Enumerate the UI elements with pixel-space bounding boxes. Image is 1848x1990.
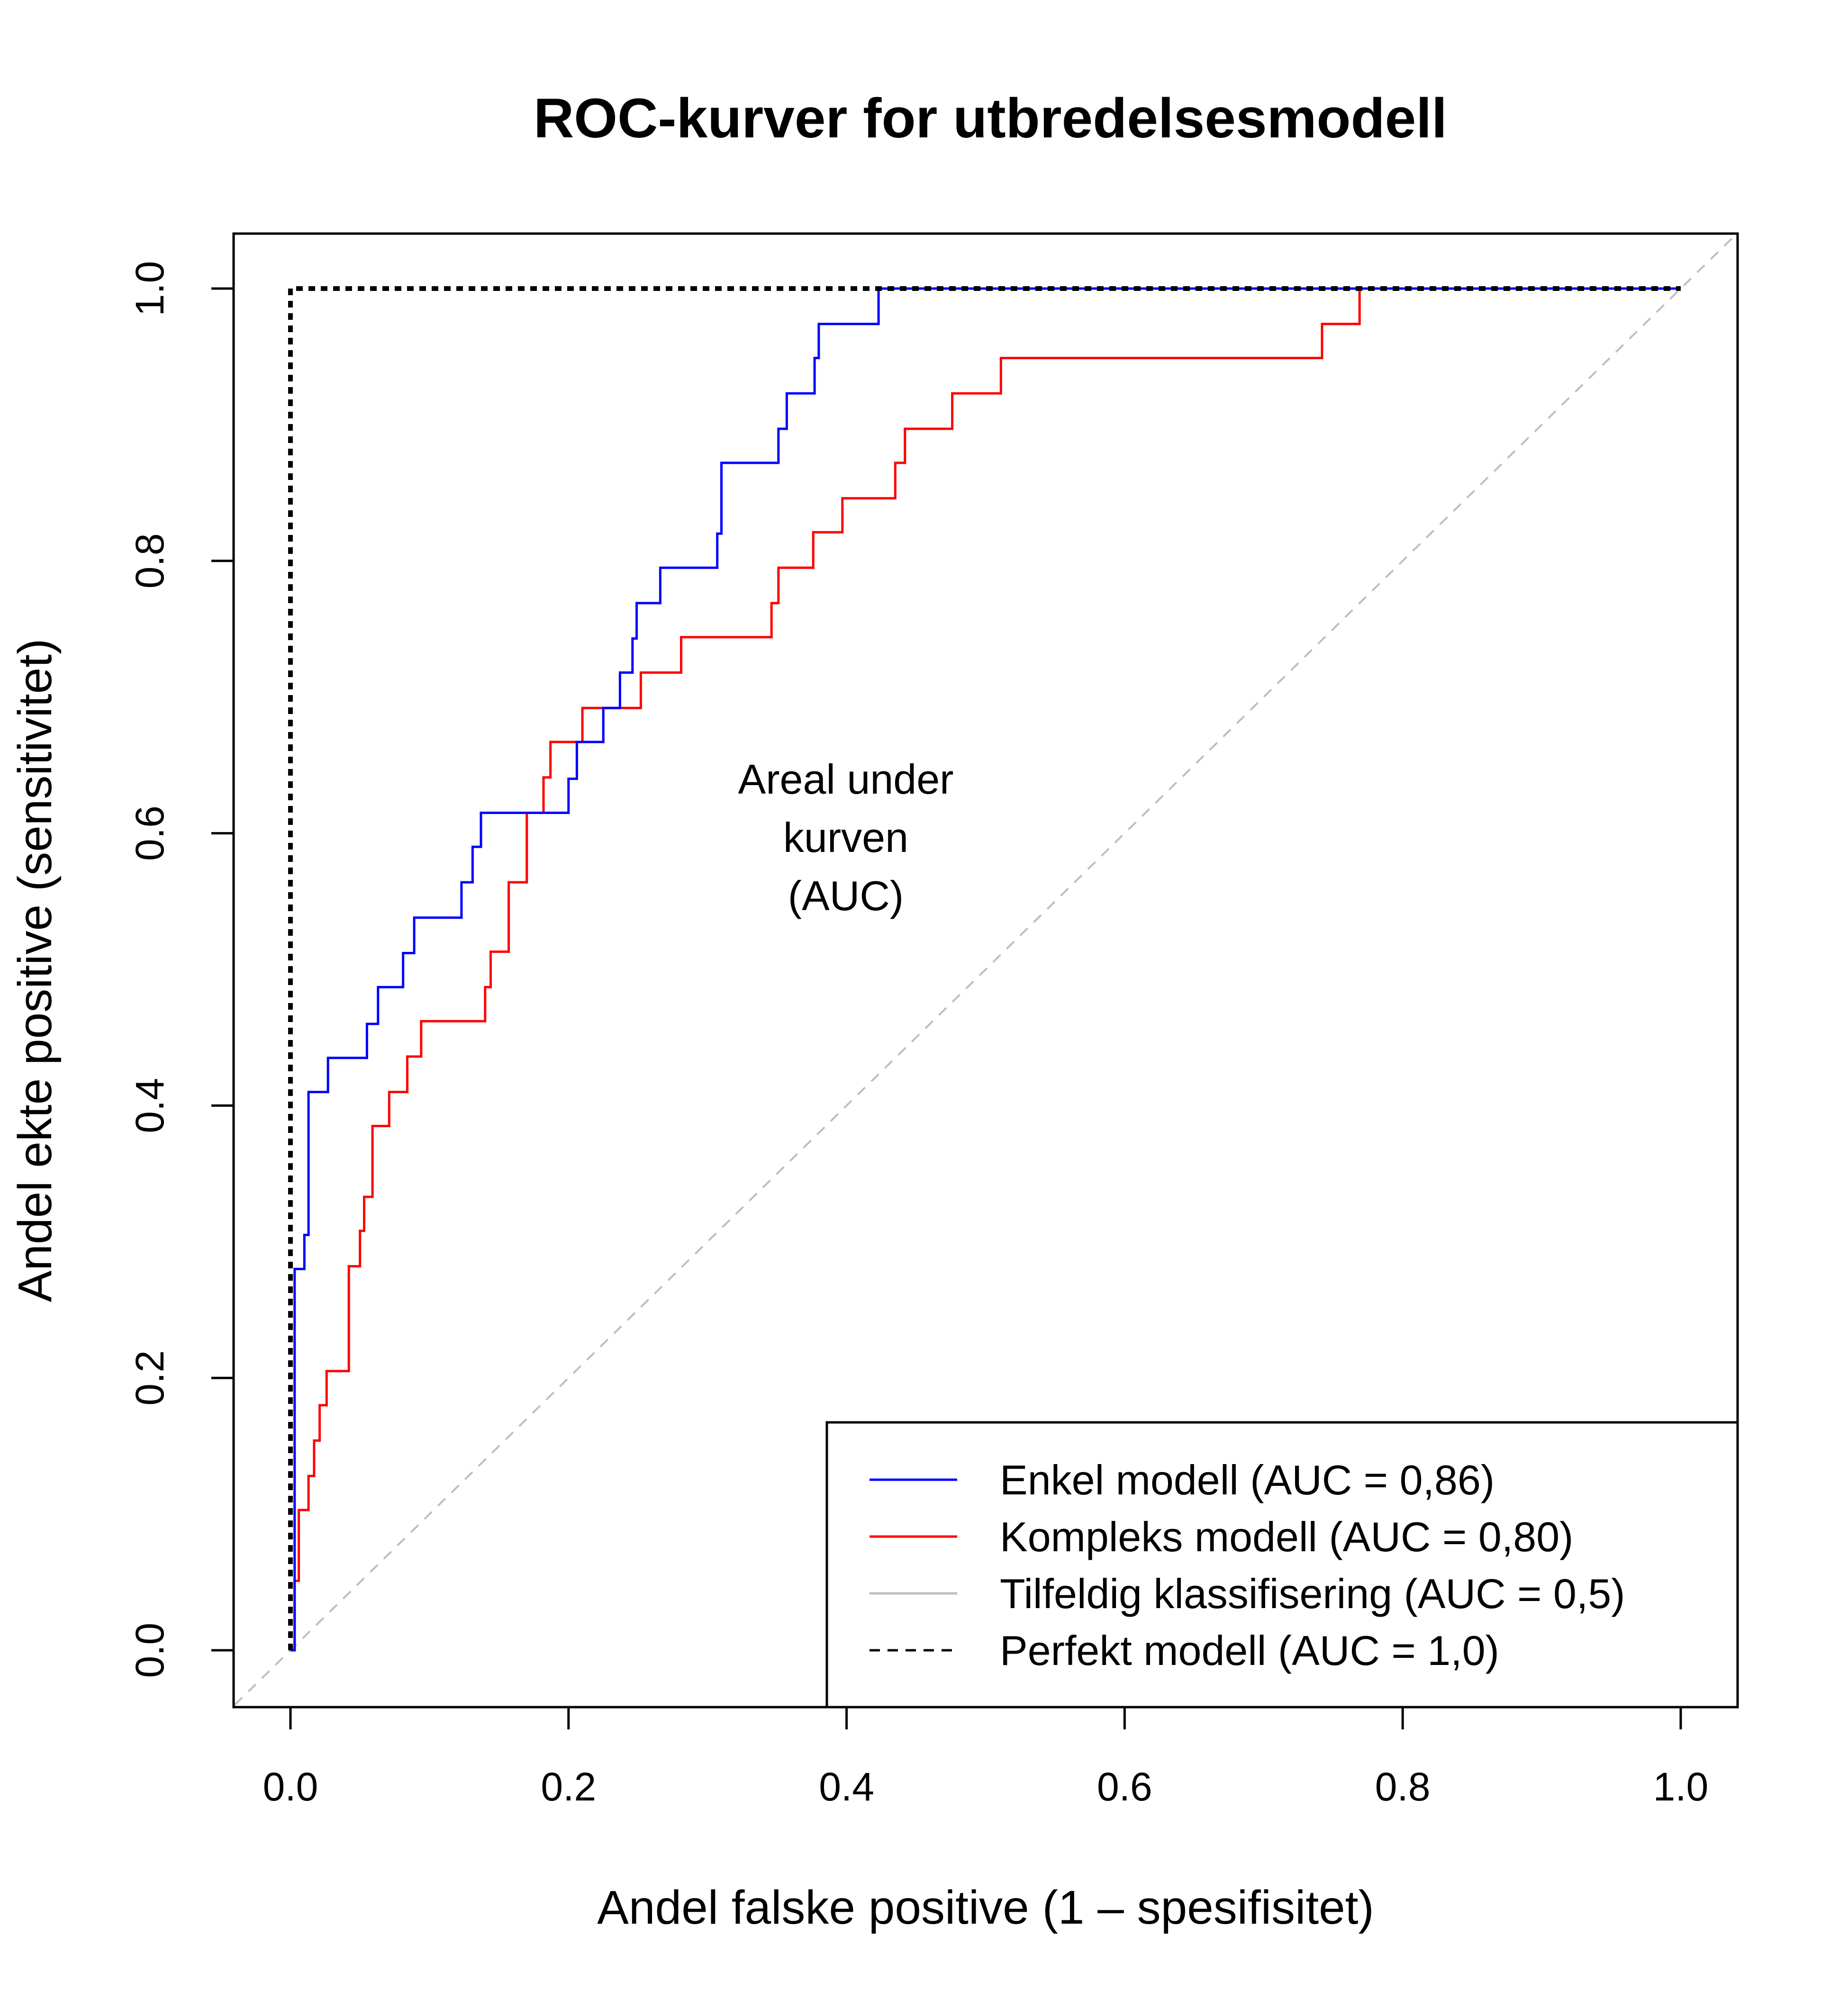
annotation-line-2: kurven	[783, 814, 908, 861]
y-tick-label: 0.8	[127, 533, 172, 588]
legend-label-tilfeldig: Tilfeldig klassifisering (AUC = 0,5)	[1000, 1570, 1625, 1617]
series-tilfeldig	[235, 235, 1737, 1706]
legend-label-perfekt: Perfekt modell (AUC = 1,0)	[1000, 1627, 1499, 1674]
y-axis-title: Andel ekte positive (sensitivitet)	[9, 639, 62, 1303]
legend-item-kompleks: Kompleks modell (AUC = 0,80)	[870, 1513, 1573, 1560]
series-kompleks-modell	[290, 287, 1681, 1652]
x-tick-label: 0.6	[1097, 1764, 1152, 1809]
legend-label-enkel: Enkel modell (AUC = 0,86)	[1000, 1456, 1495, 1503]
chart-title: ROC-kurver for utbredelsesmodell	[534, 87, 1447, 150]
y-tick-label: 0.6	[127, 805, 172, 861]
legend: Enkel modell (AUC = 0,86) Kompleks model…	[825, 1421, 1739, 1709]
y-tick-label: 0.0	[127, 1623, 172, 1678]
x-axis: 0.0 0.2 0.4 0.6 0.8 1.0	[263, 1706, 1709, 1809]
auc-annotation: Areal under kurven (AUC)	[738, 756, 954, 919]
legend-item-tilfeldig: Tilfeldig klassifisering (AUC = 0,5)	[870, 1570, 1625, 1617]
series-perfekt-modell	[288, 286, 1681, 1650]
legend-item-enkel: Enkel modell (AUC = 0,86)	[870, 1456, 1495, 1503]
legend-box	[825, 1421, 1739, 1709]
y-tick-label: 0.4	[127, 1078, 172, 1133]
x-tick-label: 0.2	[541, 1764, 596, 1809]
annotation-line-1: Areal under	[738, 756, 954, 803]
x-tick-label: 1.0	[1653, 1764, 1709, 1809]
series-layer	[235, 235, 1737, 1706]
legend-item-perfekt: Perfekt modell (AUC = 1,0)	[870, 1627, 1499, 1674]
legend-label-kompleks: Kompleks modell (AUC = 0,80)	[1000, 1513, 1573, 1560]
annotation-line-3: (AUC)	[788, 872, 904, 919]
x-tick-label: 0.0	[263, 1764, 318, 1809]
y-tick-label: 0.2	[127, 1350, 172, 1406]
y-tick-label: 1.0	[127, 261, 172, 317]
series-enkel-modell	[290, 287, 1681, 1652]
y-axis: 0.0 0.2 0.4 0.6 0.8 1.0	[127, 261, 235, 1678]
x-axis-title: Andel falske positive (1 – spesifisitet)	[597, 1881, 1374, 1934]
x-tick-label: 0.4	[819, 1764, 874, 1809]
x-tick-label: 0.8	[1375, 1764, 1431, 1809]
